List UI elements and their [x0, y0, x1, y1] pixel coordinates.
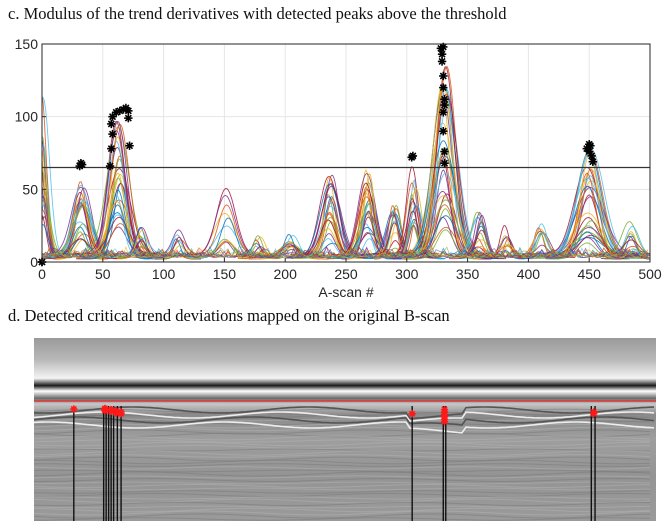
axes: 0 50 100 150 200 250 300 350 400 450 500 0 50 100 150 A…	[15, 36, 662, 300]
x-tick-label: 500	[638, 266, 662, 282]
x-tick-label: 150	[213, 266, 237, 282]
bscan-reflection	[34, 418, 651, 422]
peak-marker	[437, 49, 447, 59]
bscan-reflection	[34, 490, 650, 494]
peak-marker	[586, 141, 595, 150]
bscan-reflection	[34, 405, 651, 411]
trend-curve-baseline	[42, 246, 648, 259]
bscan-reflection	[34, 477, 651, 482]
bscan-image	[34, 338, 656, 521]
bscan-peak-marker	[101, 407, 109, 415]
peak-marker	[408, 151, 418, 161]
peak-marker	[107, 119, 116, 129]
peak-marker	[440, 158, 449, 168]
trend-curve	[42, 238, 123, 260]
peak-marker	[105, 161, 115, 171]
trend-curve	[406, 229, 484, 260]
x-tick-label: 250	[334, 266, 358, 282]
y-tick-label: 150	[15, 36, 39, 52]
bscan-reflection	[34, 505, 651, 509]
panel-d-caption: d. Detected critical trend deviations ma…	[8, 306, 450, 325]
bscan-peak-marker	[117, 410, 125, 418]
x-tick-label: 450	[578, 266, 602, 282]
y-tick-label: 0	[30, 254, 38, 270]
trend-curve-baseline	[42, 246, 648, 259]
bscan-reflection	[34, 450, 651, 456]
peak-marker	[439, 83, 448, 92]
bscan-reflection	[34, 517, 651, 521]
bscan-reflection	[34, 492, 651, 498]
bscan-reflection	[34, 510, 651, 516]
x-tick-label: 0	[38, 266, 46, 282]
peak-marker	[124, 113, 133, 123]
peak-marker	[124, 106, 133, 116]
bscan-reflection	[34, 469, 650, 473]
trend-curve	[449, 246, 507, 260]
bscan-reflection	[34, 481, 651, 485]
x-tick-label: 200	[274, 266, 298, 282]
peak-marker	[440, 147, 449, 156]
x-axis-label: A-scan #	[318, 284, 373, 300]
trend-curve	[259, 246, 324, 259]
bscan-reflection	[34, 484, 651, 488]
bscan-reflection	[34, 439, 651, 443]
bscan-peak-marker	[408, 410, 416, 418]
peak-marker	[585, 147, 594, 156]
bscan-reflection	[34, 501, 651, 507]
bscan-peak-marker	[70, 405, 78, 413]
peak-marker	[440, 100, 449, 110]
x-tick-label: 300	[395, 266, 419, 282]
bscan-texture	[34, 405, 655, 521]
x-tick-label: 50	[95, 266, 111, 282]
x-tick-label: 350	[456, 266, 480, 282]
bscan-reflection	[34, 496, 650, 500]
bscan-reflection	[34, 444, 651, 450]
peak-marker	[439, 71, 448, 81]
peak-marker	[439, 127, 448, 136]
bscan-reflection	[34, 423, 651, 429]
bscan-reflection	[34, 513, 651, 519]
y-tick-label: 100	[15, 109, 39, 125]
peak-marker	[107, 144, 116, 153]
peak-marker	[108, 129, 117, 139]
panel-c-caption: c. Modulus of the trend derivatives with…	[8, 4, 507, 23]
bscan-reflection	[34, 454, 651, 458]
bscan-reflection	[34, 414, 651, 419]
bscan-reflection	[34, 507, 651, 513]
bscan-peak-marker	[440, 418, 449, 426]
detected-peaks	[37, 42, 598, 267]
bscan-reflection	[34, 435, 651, 441]
y-tick-label: 50	[22, 181, 38, 197]
trend-curve	[82, 204, 153, 259]
bscan-layer	[34, 406, 655, 420]
peak-marker	[437, 57, 447, 66]
peak-marker	[588, 157, 598, 166]
bscan-layer	[34, 416, 655, 426]
bscan-reflection	[34, 471, 651, 477]
trend-curve	[85, 189, 151, 260]
peak-marker	[75, 161, 84, 171]
bscan-reflection	[34, 456, 651, 462]
peak-marker	[439, 108, 448, 117]
bscan-reflection	[34, 441, 651, 447]
x-tick-label: 100	[152, 266, 176, 282]
bscan-peak-marker	[590, 410, 598, 418]
trend-curve	[604, 233, 650, 260]
bscan-layer	[34, 421, 655, 434]
bscan-reflection	[34, 487, 651, 491]
peak-marker	[125, 141, 134, 150]
x-tick-label: 400	[517, 266, 541, 282]
bscan-reflection	[34, 463, 651, 467]
bscan-reflection	[34, 475, 651, 479]
bscan-reflection	[34, 466, 651, 470]
bscan-reflection	[34, 429, 651, 435]
bscan-reflection	[34, 459, 651, 465]
bscan-layer	[34, 411, 655, 423]
